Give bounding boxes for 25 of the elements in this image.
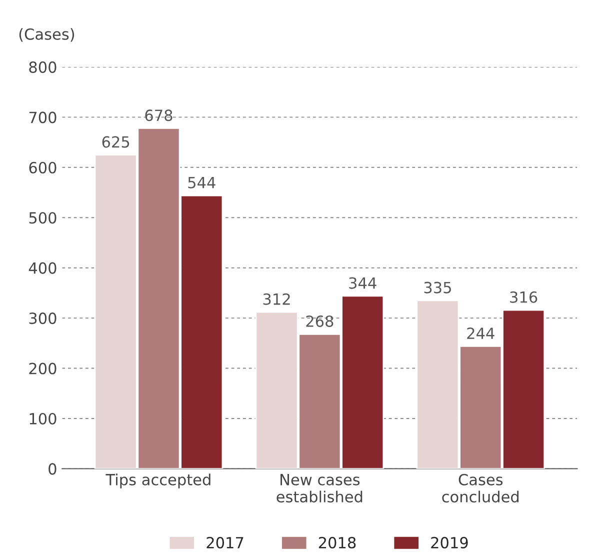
data-label: 316 [510, 291, 538, 303]
y-tick-label: 400 [28, 262, 56, 274]
y-tick-label: 700 [29, 112, 56, 124]
y-tick-label: 500 [29, 212, 56, 224]
y-tick-label: 0 [48, 463, 56, 475]
y-tick-label: 100 [30, 412, 56, 425]
data-label: 678 [145, 110, 172, 122]
data-label: 344 [349, 277, 376, 289]
legend-label: 2018 [318, 536, 356, 548]
x-tick-label: Tips accepted [106, 474, 210, 488]
data-label: 268 [306, 315, 334, 328]
y-tick-label: 200 [29, 362, 56, 374]
y-tick-label: 800 [29, 61, 56, 73]
x-tick-label: New cases established [276, 474, 362, 503]
data-label: 312 [263, 293, 290, 305]
x-tick-label: Cases concluded [442, 474, 519, 503]
data-label: 625 [102, 136, 130, 148]
data-label: 244 [467, 328, 494, 339]
legend-label: 2017 [206, 536, 244, 548]
data-label: 335 [424, 282, 451, 294]
legend-label: 2019 [431, 536, 468, 548]
y-tick-label: 300 [29, 312, 56, 324]
y-tick-label: 600 [29, 162, 56, 174]
data-label: 544 [188, 177, 216, 188]
y-axis-title: (Cases) [19, 28, 74, 42]
